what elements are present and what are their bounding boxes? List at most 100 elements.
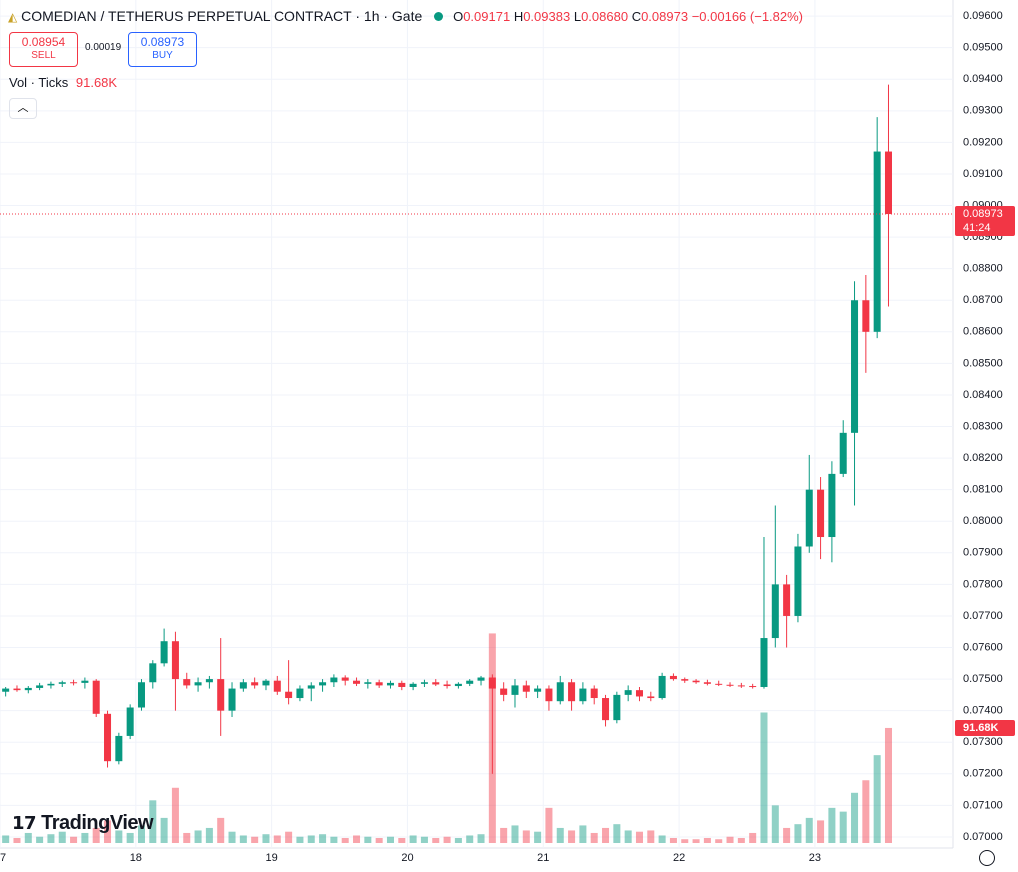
candle-body xyxy=(590,688,598,699)
volume-label: 91.68K xyxy=(963,722,999,734)
y-tick-label: 0.07600 xyxy=(963,641,1003,653)
volume-bar xyxy=(545,807,553,843)
sell-button[interactable]: 0.08954 SELL xyxy=(9,32,78,67)
volume-bar xyxy=(737,837,745,843)
y-tick-label: 0.07500 xyxy=(963,673,1003,685)
volume-bar xyxy=(171,787,179,843)
collapse-button[interactable]: ︿ xyxy=(9,98,37,119)
candle-body xyxy=(2,688,10,692)
x-tick-label: 17 xyxy=(0,852,6,864)
candle-body xyxy=(545,688,553,702)
volume-bar xyxy=(794,824,802,843)
volume-bar xyxy=(477,834,485,843)
y-tick-label: 0.08200 xyxy=(963,452,1003,464)
candle-body xyxy=(477,677,485,681)
candle-body xyxy=(364,682,372,684)
x-tick-label: 20 xyxy=(401,852,413,864)
y-tick-label: 0.07400 xyxy=(963,705,1003,717)
brand-text: TradingView xyxy=(41,812,154,834)
volume-bar xyxy=(217,817,225,843)
candle-body xyxy=(341,677,349,681)
l-value: 0.08680 xyxy=(581,9,629,24)
volume-bar xyxy=(500,827,508,843)
candle-body xyxy=(602,698,610,721)
buy-button[interactable]: 0.08973 BUY xyxy=(128,32,197,67)
y-tick-label: 0.08100 xyxy=(963,484,1003,496)
volume-bar xyxy=(262,834,270,843)
candle-body xyxy=(828,473,836,538)
volume-legend-title: Vol · Ticks xyxy=(9,75,69,90)
candle-body xyxy=(737,685,745,687)
volume-bar xyxy=(13,837,21,843)
y-tick-label: 0.08400 xyxy=(963,389,1003,401)
candle-body xyxy=(669,675,677,680)
x-tick-label: 19 xyxy=(266,852,278,864)
y-tick-label: 0.07900 xyxy=(963,547,1003,559)
y-tick-label: 0.09200 xyxy=(963,136,1003,148)
volume-bar xyxy=(24,832,32,843)
volume-bar xyxy=(760,712,768,843)
brand-icon: 𝟭𝟳 xyxy=(12,813,37,833)
candle-body xyxy=(126,707,134,736)
volume-bar xyxy=(104,820,112,843)
volume-bar xyxy=(81,832,89,843)
candle-body xyxy=(398,682,406,687)
candle-body xyxy=(137,682,145,708)
brand-logo: 𝟭𝟳 TradingView xyxy=(12,812,154,835)
candle-body xyxy=(794,546,802,616)
candle-body xyxy=(149,663,157,683)
candle-body xyxy=(851,300,859,433)
volume-bar xyxy=(375,837,383,843)
candle-body xyxy=(160,641,168,664)
volume-bar xyxy=(681,839,689,843)
y-tick-label: 0.09100 xyxy=(963,168,1003,180)
volume-bar xyxy=(635,831,643,843)
volume-bar xyxy=(771,805,779,843)
volume-bar xyxy=(579,825,587,843)
volume-bar xyxy=(703,837,711,843)
settings-button[interactable] xyxy=(979,850,995,866)
candle-body xyxy=(239,682,247,689)
volume-bar xyxy=(58,831,66,843)
volume-bar xyxy=(522,830,530,843)
candle-body xyxy=(805,489,813,547)
candle-body xyxy=(251,682,259,686)
candle-body xyxy=(658,675,666,699)
candle-body xyxy=(749,686,757,688)
x-tick-label: 21 xyxy=(537,852,549,864)
x-tick-label: 18 xyxy=(130,852,142,864)
c-value: 0.08973 xyxy=(641,9,689,24)
volume-bar xyxy=(149,800,157,843)
candle-body xyxy=(115,735,123,762)
candle-body xyxy=(624,690,632,695)
volume-bar xyxy=(2,835,10,843)
volume-bar xyxy=(749,832,757,843)
spread: 0.00019 xyxy=(85,42,122,53)
volume-bar xyxy=(602,827,610,843)
candle-body xyxy=(568,682,576,702)
candle-body xyxy=(217,679,225,711)
volume-bar xyxy=(715,839,723,843)
countdown-label: 41:24 xyxy=(963,222,991,234)
status-dot xyxy=(434,12,444,21)
candle-body xyxy=(81,680,89,683)
candle-body xyxy=(522,685,530,692)
candle-body xyxy=(862,300,870,332)
volume-bar xyxy=(47,834,55,843)
volume-bar xyxy=(319,834,327,843)
volume-bar xyxy=(92,827,100,843)
volume-bar xyxy=(805,817,813,843)
last-price-label: 0.08973 xyxy=(963,208,1003,220)
y-tick-label: 0.07800 xyxy=(963,578,1003,590)
candle-body xyxy=(647,696,655,699)
candle-body xyxy=(104,713,112,762)
candle-body xyxy=(760,638,768,687)
y-tick-label: 0.08800 xyxy=(963,263,1003,275)
volume-bar xyxy=(828,807,836,843)
volume-bar xyxy=(398,837,406,843)
candle-body xyxy=(58,682,66,684)
volume-bar xyxy=(568,830,576,843)
symbol-icon: ◭ xyxy=(8,10,18,24)
ohlc: O0.09171 H0.09383 L0.08680 C0.08973 −0.0… xyxy=(453,9,803,24)
candle-body xyxy=(579,688,587,702)
